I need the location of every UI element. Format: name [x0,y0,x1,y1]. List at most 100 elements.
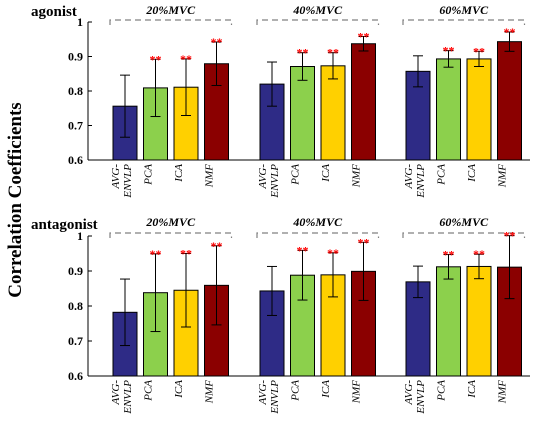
x-tick-label-line: ICA [466,380,478,399]
significance-marker: ** [180,52,192,66]
significance-marker: ** [358,235,370,249]
bar-pca [290,66,315,161]
group-label-background [136,3,205,16]
bar-pca [143,87,168,161]
group-label-background [283,3,352,16]
x-tick-label-line: NMF [204,164,216,189]
panel-title: antagonist [31,217,98,233]
group-label: 60%MVC [439,215,489,229]
x-tick-label-line: ICA [320,164,332,183]
group-label-background [429,3,498,16]
x-tick-label-line: AVG- [403,164,415,190]
significance-marker: ** [150,247,162,261]
x-tick-label-line: PCA [143,380,155,402]
group-bracket [256,19,380,25]
x-tick-label: NMF [497,380,509,405]
group-label: 20%MVC [145,3,196,17]
panel-agonist: agonist0.60.70.80.9120%MVCAVG-ENVLP**PCA… [31,3,530,199]
group-bracket [109,232,233,238]
significance-marker: ** [327,46,339,60]
x-tick-label-line: ICA [173,380,185,399]
x-tick-label: ICA [320,164,332,183]
x-tick-label: PCA [436,380,448,402]
panel-title: agonist [31,4,77,20]
significance-marker: ** [443,248,455,262]
y-axis-label: Correlation Coefficients [5,102,26,297]
significance-marker: ** [211,35,223,49]
bar-ica [320,65,346,161]
significance-marker: ** [297,46,309,60]
x-tick-label-line: ICA [466,164,478,183]
group-bracket [256,232,380,238]
x-tick-label-line: AVG- [403,380,415,406]
x-tick-label: ICA [466,164,478,183]
x-tick-label: NMF [204,380,216,405]
x-tick-label-line: PCA [143,164,155,186]
x-tick-label: AVG-ENVLP [110,380,134,415]
group-label-background [136,215,205,228]
x-tick-label: NMF [351,164,363,189]
group-bracket [402,19,526,25]
y-tick-label: 0.8 [68,84,83,98]
significance-marker: ** [443,44,455,58]
x-tick-label-line: PCA [290,380,302,402]
x-tick-label-line: ENVLP [415,380,427,415]
x-tick-label-line: NMF [497,164,509,189]
y-tick-label: 1 [77,229,83,243]
significance-marker: ** [473,247,485,261]
bar-ica [466,58,492,161]
x-tick-label-line: NMF [351,164,363,189]
y-tick-label: 0.7 [68,119,83,133]
x-tick-label: ICA [466,380,478,399]
group-bracket [402,232,526,238]
significance-marker: ** [358,29,370,43]
x-tick-label-line: ENVLP [122,380,134,415]
x-tick-label: PCA [290,380,302,402]
y-tick-label: 0.9 [68,264,83,278]
x-tick-label-line: AVG- [257,164,269,190]
x-tick-label-line: ENVLP [269,380,281,415]
x-tick-label: AVG-ENVLP [257,164,281,199]
x-tick-label: AVG-ENVLP [403,164,427,199]
significance-marker: ** [504,229,516,243]
significance-marker: ** [211,239,223,253]
bar-nmf [497,41,522,161]
x-tick-label: AVG-ENVLP [257,380,281,415]
significance-marker: ** [180,247,192,261]
group-label: 40%MVC [292,215,343,229]
significance-marker: ** [473,44,485,58]
x-tick-label: PCA [436,164,448,186]
group-label-background [429,215,498,228]
x-tick-label: PCA [143,164,155,186]
x-tick-label: PCA [143,380,155,402]
y-tick-label: 0.6 [68,369,83,383]
x-tick-label-line: ENVLP [122,164,134,199]
x-tick-label-line: AVG- [110,164,122,190]
x-tick-label-line: ENVLP [269,164,281,199]
bar-ica [466,265,492,377]
significance-marker: ** [150,52,162,66]
x-tick-label: AVG-ENVLP [403,380,427,415]
x-tick-label-line: PCA [436,164,448,186]
group-bracket [109,19,233,25]
x-tick-label-line: AVG- [110,380,122,406]
x-tick-label: NMF [351,380,363,405]
significance-marker: ** [327,246,339,260]
x-tick-label-line: NMF [497,380,509,405]
x-tick-label: PCA [290,164,302,186]
group-label: 40%MVC [292,3,343,17]
bar-pca [436,58,461,161]
chart-panels: agonist0.60.70.80.9120%MVCAVG-ENVLP**PCA… [31,3,530,415]
y-tick-label: 0.8 [68,299,83,313]
panel-antagonist: antagonist0.60.70.80.9120%MVCAVG-ENVLP**… [31,215,530,415]
x-tick-label-line: ICA [320,380,332,399]
significance-marker: ** [504,25,516,39]
x-tick-label: ICA [320,380,332,399]
y-tick-label: 0.9 [68,50,83,64]
group-label: 60%MVC [439,3,489,17]
x-tick-label-line: NMF [204,380,216,405]
bar-nmf [204,63,229,161]
y-tick-label: 1 [77,15,83,29]
x-tick-label: ICA [173,380,185,399]
